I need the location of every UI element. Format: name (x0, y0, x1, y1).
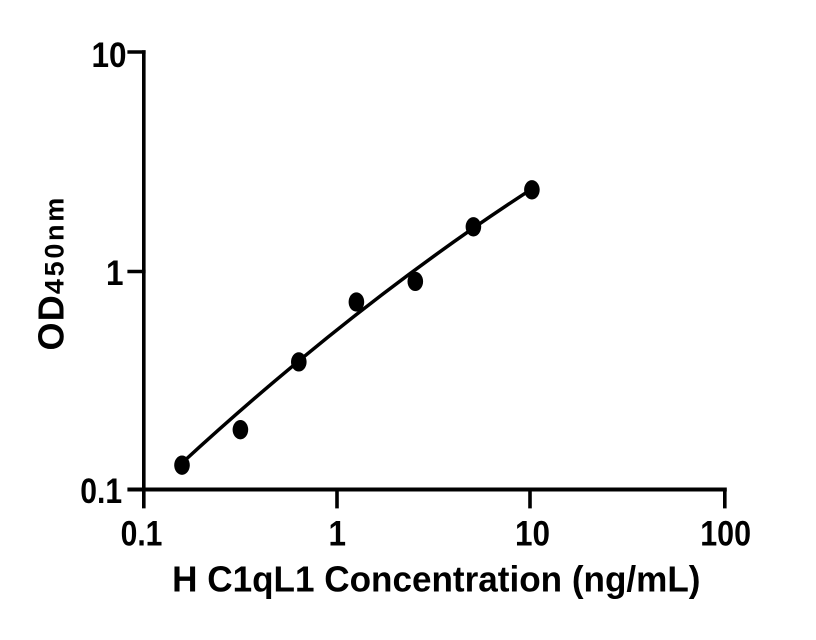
svg-text:10: 10 (91, 37, 126, 76)
svg-text:100: 100 (700, 513, 751, 552)
svg-text:10: 10 (515, 515, 550, 554)
svg-text:0.1: 0.1 (80, 471, 122, 511)
svg-text:H C1qL1 Concentration (ng/mL): H C1qL1 Concentration (ng/mL) (172, 559, 700, 600)
svg-text:0.1: 0.1 (121, 513, 163, 553)
svg-text:1: 1 (329, 515, 347, 554)
svg-text:1: 1 (106, 255, 124, 294)
